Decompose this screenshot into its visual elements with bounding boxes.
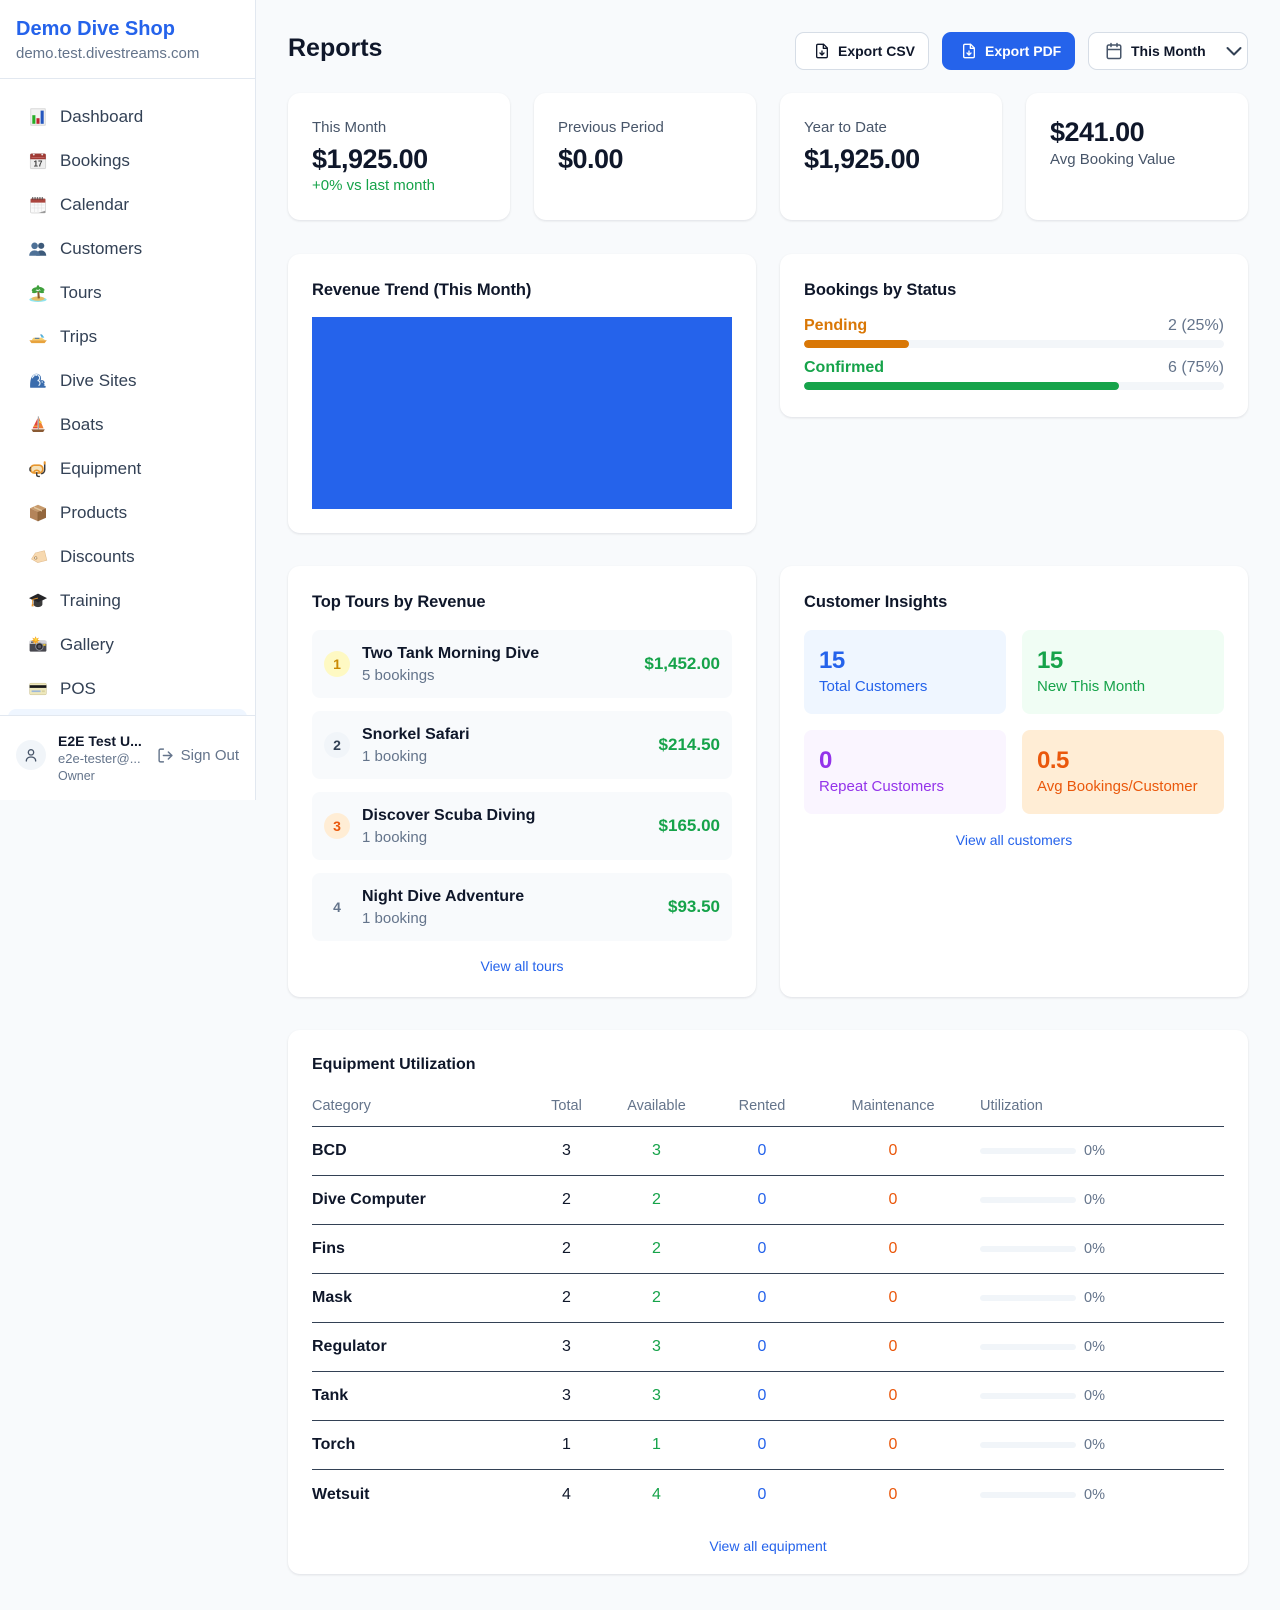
svg-text:17: 17 [34, 160, 43, 169]
